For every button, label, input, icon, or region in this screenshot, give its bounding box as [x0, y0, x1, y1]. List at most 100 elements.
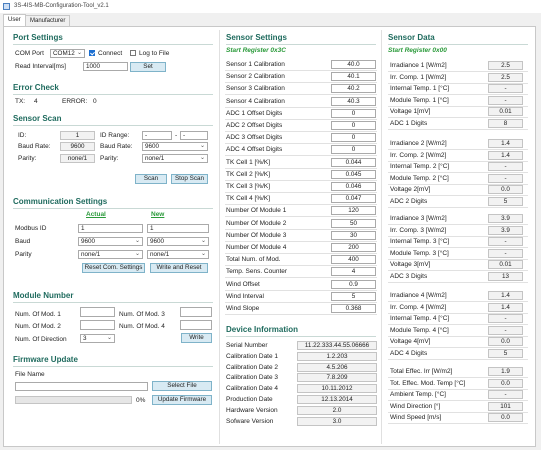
sensor-data-label: Internal Temp. 2 [°C] — [390, 163, 450, 171]
device-information-divider — [226, 336, 376, 337]
error-check-divider — [13, 94, 213, 95]
sensor-setting-input[interactable]: 0.044 — [331, 157, 376, 167]
baud-new-select[interactable]: 9600 ⌄ — [147, 237, 209, 246]
sensor-data-value: 0.0 — [488, 413, 523, 423]
sensor-setting-input[interactable]: 0 — [331, 133, 376, 143]
sensor-setting-label: TK Cell 1 [%/K] — [226, 158, 271, 166]
scan-baud-label-2: Baud Rate: — [100, 143, 133, 150]
tab-manufacturer[interactable]: Manufacturer — [25, 15, 71, 27]
row-divider — [388, 301, 528, 302]
reset-com-settings-button[interactable]: Reset Com. Settings — [82, 263, 145, 273]
select-file-button[interactable]: Select File — [152, 381, 212, 391]
row-divider — [388, 224, 528, 225]
sensor-data-label: Voltage 3[mV] — [390, 261, 431, 269]
actual-column-label: Actual — [86, 211, 106, 218]
set-button[interactable]: Set — [130, 62, 166, 72]
sensor-setting-input[interactable]: 40.1 — [331, 72, 376, 82]
module-write-button[interactable]: Write — [181, 333, 212, 343]
sensor-data-value: 5 — [488, 349, 523, 358]
sensor-setting-input[interactable]: 30 — [331, 230, 376, 240]
row-divider — [388, 94, 528, 96]
mod3-input[interactable] — [180, 307, 212, 317]
read-interval-input[interactable]: 1000 — [83, 62, 128, 71]
sensor-data-label: ADC 2 Digits — [390, 198, 428, 205]
row-divider — [388, 347, 528, 349]
device-info-value: 10.11.2012 — [297, 384, 377, 394]
sensor-setting-input[interactable]: 50 — [331, 218, 376, 228]
id-range-from-input[interactable]: - — [142, 131, 172, 140]
sensor-setting-input[interactable]: 40.0 — [331, 60, 376, 69]
sensor-setting-input[interactable]: 0.045 — [331, 169, 376, 179]
row-divider — [225, 167, 377, 169]
sensor-data-value: - — [488, 84, 523, 94]
firmware-divider — [13, 366, 213, 367]
sensor-setting-input[interactable]: 200 — [331, 243, 376, 252]
sensor-data-label: ADC 1 Digits — [390, 120, 428, 127]
read-interval-label: Read Interval[ms] — [15, 63, 66, 70]
sensor-setting-input[interactable]: 0.368 — [331, 304, 376, 313]
modbus-id-new[interactable]: 1 — [147, 224, 209, 233]
row-divider — [225, 216, 377, 218]
sensor-setting-input[interactable]: 120 — [331, 206, 376, 216]
sensor-setting-input[interactable]: 40.3 — [331, 96, 376, 106]
parity-actual-select[interactable]: none/1 ⌄ — [78, 250, 143, 259]
row-divider — [388, 149, 528, 150]
scan-button[interactable]: Scan — [135, 174, 167, 184]
sensor-data-label: Irr. Comp. 4 [W/m2] — [390, 303, 447, 311]
com-port-select[interactable]: COM12 ⌄ — [50, 49, 85, 58]
sensor-setting-input[interactable]: 0.046 — [331, 182, 376, 191]
device-info-label: Hardware Version — [226, 406, 278, 414]
scan-parity-select[interactable]: none/1 ⌄ — [142, 154, 208, 163]
communication-title: Communication Settings — [13, 197, 108, 206]
parity-new-select[interactable]: none/1 ⌄ — [147, 250, 209, 259]
connect-checkbox[interactable] — [89, 50, 95, 56]
update-firmware-button[interactable]: Update Firmware — [152, 395, 212, 405]
write-and-reset-button[interactable]: Write and Reset — [150, 263, 208, 273]
sensor-data-value: - — [488, 248, 523, 258]
sensor-setting-input[interactable]: 0.9 — [331, 279, 376, 289]
sensor-setting-input[interactable]: 0 — [331, 121, 376, 130]
stop-scan-button[interactable]: Stop Scan — [171, 174, 208, 184]
parity-label: Parity — [15, 251, 32, 258]
error-check-title: Error Check — [13, 83, 59, 92]
sensor-data-value: 3.9 — [488, 214, 523, 223]
sensor-data-label: Internal Temp. 4 [°C] — [390, 315, 450, 323]
mod2-input[interactable] — [80, 320, 115, 330]
sensor-settings-start-register: Start Register 0x3C — [226, 47, 286, 54]
baud-actual-value: 9600 — [81, 238, 96, 245]
scan-parity-label-2: Parity: — [100, 155, 119, 162]
sensor-setting-input[interactable]: 0 — [331, 145, 376, 155]
firmware-progress-bar — [15, 396, 132, 404]
log-to-file-checkbox[interactable] — [130, 50, 136, 56]
row-divider — [388, 105, 528, 107]
scan-baud-select[interactable]: 9600 ⌄ — [142, 142, 208, 151]
sensor-data-value: 2.5 — [488, 61, 523, 70]
modbus-id-actual[interactable]: 1 — [78, 224, 143, 233]
sensor-data-label: Irradiance 2 [W/m2] — [390, 140, 447, 147]
sensor-setting-input[interactable]: 40.2 — [331, 84, 376, 94]
sensor-setting-input[interactable]: 4 — [331, 267, 376, 277]
sensor-data-label: Module Temp. 4 [°C] — [390, 326, 449, 334]
baud-actual-select[interactable]: 9600 ⌄ — [78, 237, 143, 246]
sensor-setting-input[interactable]: 5 — [331, 291, 376, 301]
sensor-setting-label: Number Of Module 3 — [226, 231, 287, 239]
direction-select[interactable]: 3 ⌄ — [80, 334, 115, 343]
mod1-input[interactable] — [80, 307, 115, 317]
row-divider — [388, 388, 528, 390]
sensor-setting-label: ADC 1 Offset Digits — [226, 109, 283, 117]
sensor-data-value: 0.0 — [488, 185, 523, 195]
sensor-data-value: 8 — [488, 119, 523, 128]
file-name-input[interactable] — [15, 382, 148, 391]
sensor-setting-label: Total Num. of Mod. — [226, 256, 281, 264]
sensor-setting-input[interactable]: 0.047 — [331, 194, 376, 204]
sensor-data-value: 1.4 — [488, 291, 523, 300]
chevron-down-icon: ⌄ — [200, 238, 206, 244]
tx-label: TX: — [15, 98, 26, 105]
sensor-setting-label: Sensor 3 Calibration — [226, 85, 285, 93]
log-to-file-label: Log to File — [139, 50, 170, 57]
id-range-to-input[interactable]: - — [180, 131, 208, 140]
sensor-setting-input[interactable]: 400 — [331, 255, 376, 265]
sensor-data-value: 1.4 — [488, 139, 523, 148]
sensor-setting-input[interactable]: 0 — [331, 108, 376, 118]
mod4-input[interactable] — [180, 320, 212, 330]
